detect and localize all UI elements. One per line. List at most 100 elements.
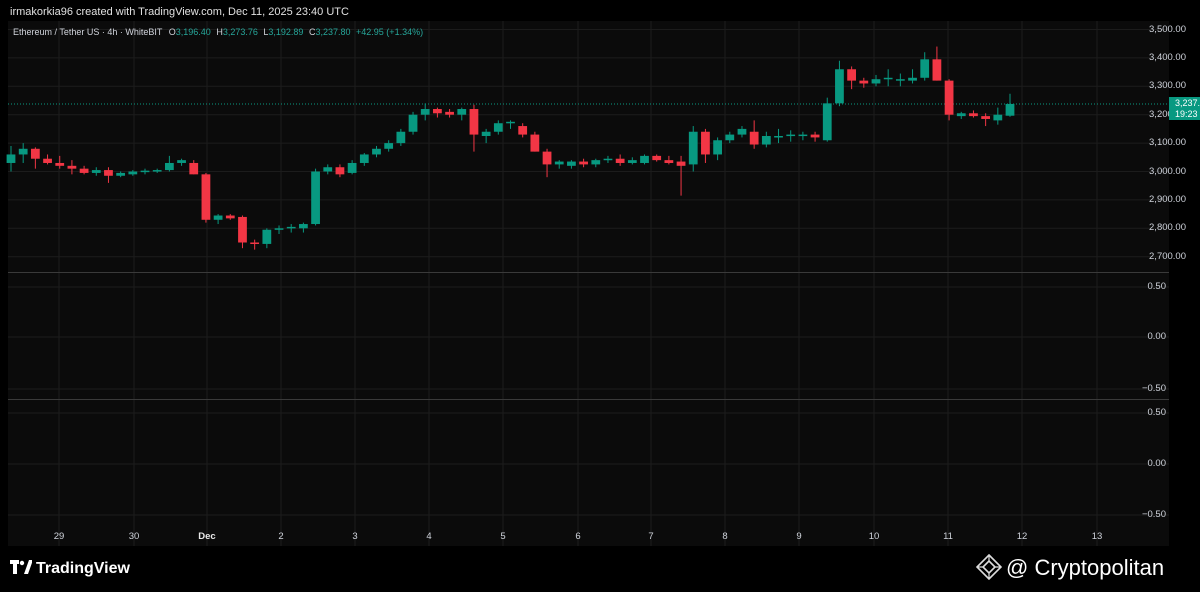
open-label: O	[168, 27, 176, 37]
bearish-candle	[189, 162, 199, 175]
bullish-candle	[956, 113, 966, 117]
bearish-candle	[701, 131, 710, 155]
bullish-candle	[359, 154, 369, 163]
price-axis-label: 3,400.00	[1149, 51, 1186, 63]
bullish-candle	[323, 167, 333, 172]
bullish-candle	[640, 155, 649, 163]
bearish-candle	[944, 80, 954, 115]
bearish-candle	[542, 151, 552, 165]
bullish-candle	[774, 136, 783, 138]
bullish-candle	[603, 158, 613, 161]
chart-credit: irmakorkia96 created with TradingView.co…	[10, 6, 349, 18]
price-axis-label: 3,100.00	[1149, 137, 1186, 149]
bullish-candle	[591, 160, 601, 165]
bullish-candle	[177, 160, 186, 163]
bullish-candle	[506, 121, 515, 124]
bullish-candle	[140, 170, 150, 173]
time-axis-label: 6	[575, 531, 581, 542]
oscillator-axis-label: 0.50	[1147, 407, 1167, 418]
oscillator-axis-label: −0.50	[1141, 509, 1166, 520]
price-axis-label: 2,700.00	[1149, 250, 1186, 262]
time-axis-label: 12	[1016, 531, 1028, 542]
bullish-candle	[627, 160, 637, 163]
bearish-candle	[749, 131, 759, 145]
bullish-candle	[347, 162, 357, 173]
last-price-tag: 3,237.80 19:23	[1169, 97, 1200, 120]
bullish-candle	[493, 123, 503, 132]
open-value: 3,196.40	[175, 27, 211, 37]
oscillator-axis-label: 0.00	[1147, 458, 1167, 469]
price-axis-label: 2,900.00	[1149, 193, 1186, 205]
bullish-candle	[481, 131, 491, 136]
oscillator-panel-2[interactable]	[8, 400, 1169, 546]
cryptopolitan-text: @ Cryptopolitan	[1006, 555, 1165, 580]
bullish-candle	[152, 170, 162, 172]
bullish-candle	[725, 134, 735, 141]
bearish-candle	[615, 158, 625, 163]
symbol-legend: Ethereum / Tether US · 4h · WhiteBIT O3,…	[13, 27, 423, 37]
bearish-candle	[55, 162, 65, 166]
bullish-candle	[737, 128, 747, 135]
bullish-candle	[895, 79, 905, 81]
bullish-candle	[396, 131, 406, 144]
bullish-candle	[822, 103, 832, 141]
oscillator-axis-label: −0.50	[1141, 383, 1166, 394]
tradingview-logo[interactable]: TradingView	[10, 560, 130, 578]
bullish-candle	[164, 162, 174, 171]
bullish-candle	[408, 114, 418, 132]
bearish-candle	[676, 161, 686, 166]
bullish-candle	[213, 215, 223, 220]
bullish-candle	[299, 224, 308, 229]
panel-divider[interactable]	[8, 272, 1169, 273]
bullish-candle	[311, 171, 320, 225]
price-axis-label: 3,200.00	[1149, 108, 1186, 120]
price-panel[interactable]	[8, 21, 1169, 272]
bullish-candle	[993, 114, 1003, 121]
oscillator-axis-label: 0.50	[1147, 281, 1167, 292]
bullish-candle	[688, 131, 698, 165]
oscillator-panel-1[interactable]	[8, 273, 1169, 399]
bearish-candle	[250, 242, 260, 244]
bullish-candle	[286, 226, 296, 229]
low-label: L	[263, 27, 269, 37]
time-axis-label: 29	[53, 531, 65, 542]
bullish-candle	[372, 148, 381, 155]
bullish-candle	[384, 143, 394, 149]
bearish-candle	[652, 155, 662, 161]
bearish-candle	[433, 109, 442, 114]
bearish-candle	[445, 111, 454, 115]
last-price-value: 3,237.80	[1175, 98, 1200, 108]
close-value: 3,237.80	[315, 27, 351, 37]
change-value: +42.95 (+1.34%)	[356, 27, 424, 37]
bullish-candle	[713, 140, 722, 155]
time-axis-label: 2	[278, 531, 284, 542]
time-axis-label: 5	[500, 531, 506, 542]
bar-countdown: 19:23	[1175, 109, 1198, 119]
bullish-candle	[6, 154, 16, 163]
bullish-candle	[871, 79, 881, 84]
high-value: 3,273.76	[222, 27, 258, 37]
close-label: C	[308, 27, 316, 37]
bullish-candle	[835, 69, 844, 104]
price-axis-label: 2,800.00	[1149, 222, 1186, 234]
bearish-candle	[104, 170, 113, 176]
bearish-candle	[530, 134, 540, 152]
bullish-candle	[567, 161, 576, 166]
cryptopolitan-watermark: @ Cryptopolitan	[975, 553, 1165, 581]
bullish-candle	[798, 134, 808, 137]
bearish-candle	[79, 168, 89, 173]
symbol-name: Ethereum / Tether US · 4h · WhiteBIT	[13, 27, 163, 37]
bearish-candle	[859, 80, 869, 84]
bearish-candle	[579, 161, 588, 165]
bearish-candle	[932, 59, 942, 81]
time-axis-label: 4	[426, 531, 432, 542]
bullish-candle	[457, 109, 467, 115]
tradingview-logo-icon	[10, 560, 32, 574]
bearish-candle	[969, 113, 978, 117]
bullish-candle	[420, 109, 430, 115]
panel-divider[interactable]	[8, 399, 1169, 400]
bearish-candle	[201, 174, 211, 220]
bullish-candle	[18, 148, 28, 155]
bullish-candle	[128, 171, 138, 175]
